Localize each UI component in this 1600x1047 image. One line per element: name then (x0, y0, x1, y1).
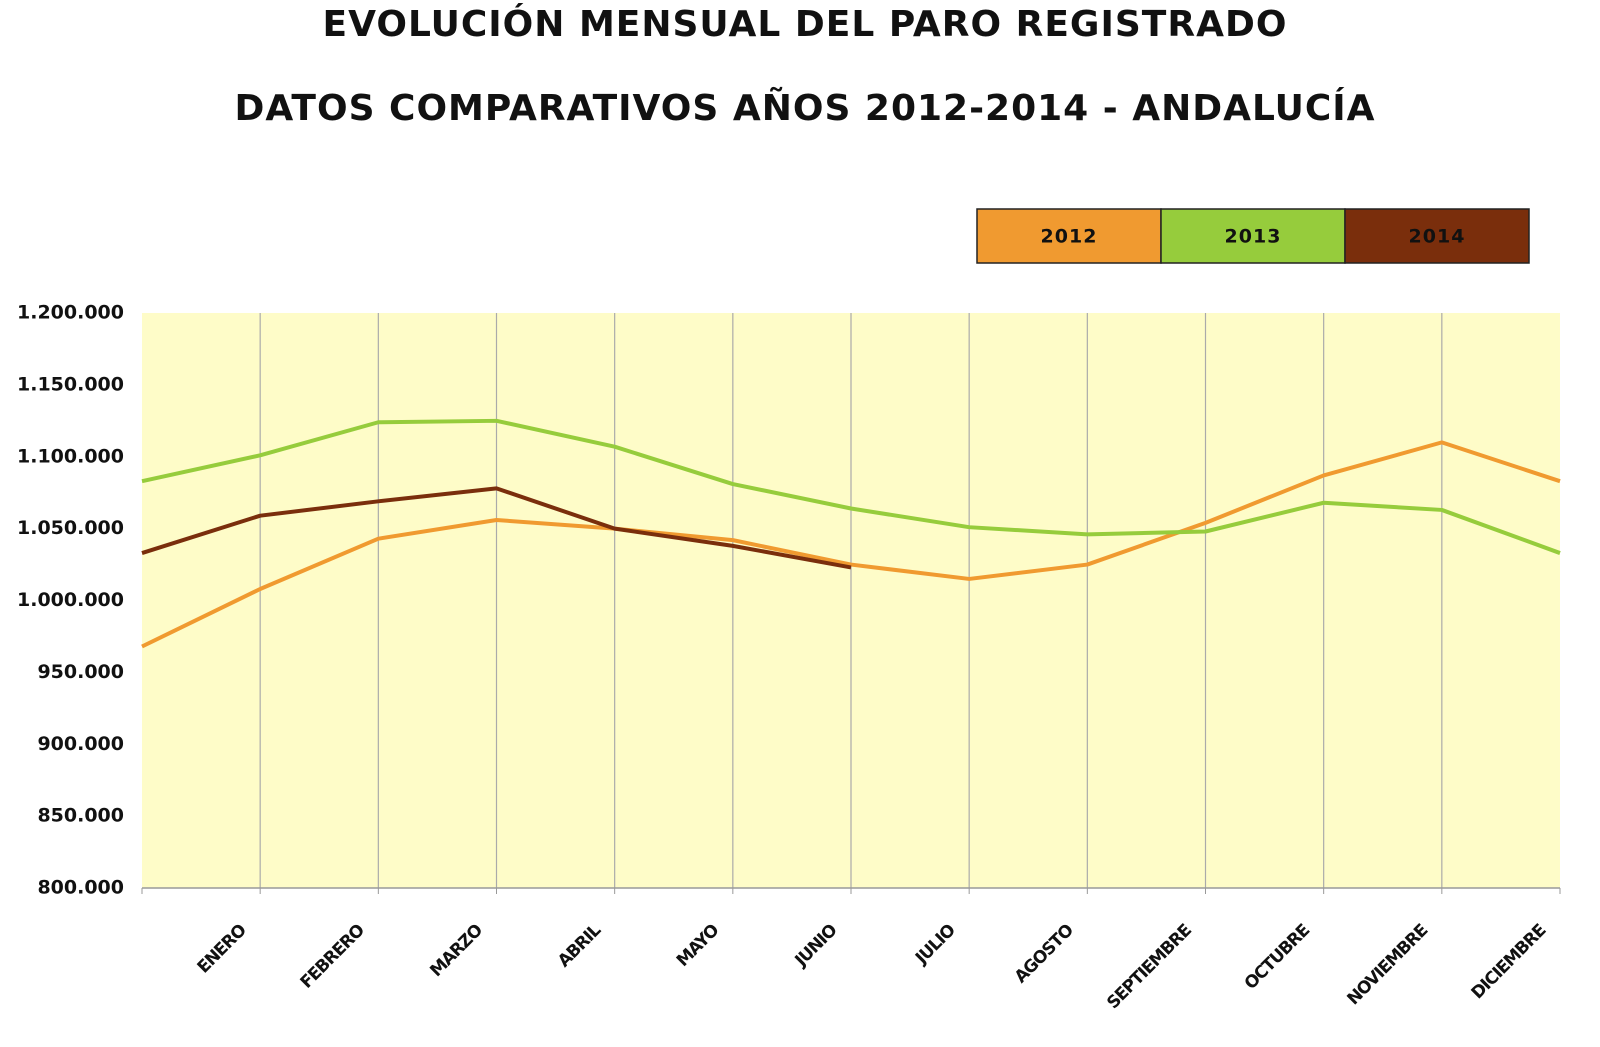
x-tick-label: NOVIEMBRE (1343, 921, 1432, 1010)
legend-label: 2013 (1225, 226, 1282, 248)
y-tick-label: 1.100.000 (17, 445, 124, 467)
y-tick-label: 900.000 (37, 733, 124, 755)
y-tick-label: 800.000 (37, 877, 124, 899)
y-tick-label: 850.000 (37, 805, 124, 827)
chart-subtitle: DATOS COMPARATIVOS AÑOS 2012-2014 - ANDA… (234, 87, 1375, 129)
legend-swatch (1344, 208, 1530, 264)
x-tick-label: AGOSTO (1011, 921, 1078, 988)
series-line (141, 440, 1561, 649)
y-tick-label: 1.150.000 (17, 373, 124, 395)
y-tick-label: 1.200.000 (17, 302, 124, 324)
x-tick-label: JULIO (911, 921, 959, 969)
y-tick-label: 1.000.000 (17, 589, 124, 611)
series-line (141, 486, 852, 570)
x-tick-label: FEBRERO (297, 921, 369, 993)
y-tick-label: 950.000 (37, 661, 124, 683)
x-tick-label: DICIEMBRE (1468, 921, 1551, 1004)
legend-swatch (976, 208, 1162, 264)
series-line (141, 418, 1561, 555)
legend-label: 2012 (1041, 226, 1098, 248)
chart-title: EVOLUCIÓN MENSUAL DEL PARO REGISTRADO (323, 3, 1288, 45)
x-tick-label: MAYO (673, 921, 723, 971)
x-tick-label: OCTUBRE (1241, 921, 1314, 994)
x-tick-label: SEPTIEMBRE (1103, 921, 1196, 1014)
x-tick-label: JUNIO (791, 921, 842, 972)
y-tick-label: 1.050.000 (17, 517, 124, 539)
legend-label: 2014 (1409, 226, 1466, 248)
x-tick-label: MARZO (426, 921, 486, 981)
x-tick-label: ABRIL (554, 920, 605, 971)
x-tick-label: ENERO (194, 921, 251, 978)
